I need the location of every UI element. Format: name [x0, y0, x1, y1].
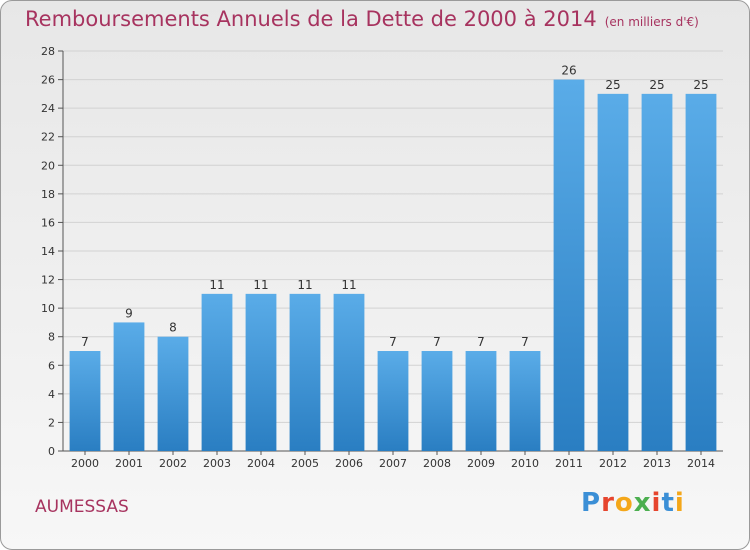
x-tick-label: 2003 — [203, 457, 231, 470]
x-tick-label: 2006 — [335, 457, 363, 470]
y-tick-label: 28 — [41, 45, 55, 58]
logo-letter: x — [633, 488, 652, 518]
bar — [69, 351, 101, 451]
y-tick-label: 8 — [48, 331, 55, 344]
data-label: 26 — [561, 64, 576, 78]
logo-letter: t — [661, 488, 675, 518]
y-tick-label: 16 — [41, 216, 55, 229]
y-tick-label: 12 — [41, 274, 55, 287]
logo-letter: o — [614, 488, 634, 518]
bar — [157, 336, 189, 451]
logo-letter: i — [674, 488, 685, 518]
data-label: 25 — [693, 78, 708, 92]
y-tick-label: 10 — [41, 302, 55, 315]
x-tick-label: 2010 — [511, 457, 539, 470]
y-tick-label: 24 — [41, 102, 55, 115]
data-label: 7 — [433, 335, 441, 349]
chart-subtitle: (en milliers d'€) — [604, 15, 699, 29]
y-tick-label: 6 — [48, 359, 55, 372]
y-tick-label: 26 — [41, 74, 55, 87]
location-name: AUMESSAS — [35, 497, 129, 517]
y-tick-label: 2 — [48, 416, 55, 429]
y-tick-label: 22 — [41, 131, 55, 144]
data-label: 11 — [253, 278, 268, 292]
logo-letter: r — [601, 488, 615, 518]
bar — [333, 293, 365, 451]
x-tick-label: 2012 — [599, 457, 627, 470]
bar — [597, 93, 629, 451]
y-tick-label: 4 — [48, 388, 55, 401]
x-tick-label: 2009 — [467, 457, 495, 470]
bar — [685, 93, 717, 451]
bar — [201, 293, 233, 451]
proxiti-logo: Proxiti — [581, 488, 685, 518]
x-tick-label: 2013 — [643, 457, 671, 470]
bar — [289, 293, 321, 451]
logo-letter: P — [581, 488, 602, 518]
data-label: 7 — [477, 335, 485, 349]
data-label: 7 — [81, 335, 89, 349]
y-tick-label: 18 — [41, 188, 55, 201]
logo-letter: i — [651, 488, 662, 518]
x-tick-label: 2011 — [555, 457, 583, 470]
y-tick-label: 14 — [41, 245, 55, 258]
data-label: 25 — [605, 78, 620, 92]
chart-title-text: Remboursements Annuels de la Dette de 20… — [25, 7, 597, 31]
bar — [377, 351, 409, 451]
data-label: 25 — [649, 78, 664, 92]
bar — [509, 351, 541, 451]
bar — [245, 293, 277, 451]
x-tick-label: 2004 — [247, 457, 275, 470]
y-tick-label: 20 — [41, 159, 55, 172]
bar — [113, 322, 145, 451]
data-label: 9 — [125, 306, 133, 320]
x-tick-label: 2008 — [423, 457, 451, 470]
x-tick-label: 2007 — [379, 457, 407, 470]
x-tick-label: 2000 — [71, 457, 99, 470]
bar — [553, 79, 585, 452]
x-tick-label: 2005 — [291, 457, 319, 470]
bar — [641, 93, 673, 451]
data-label: 7 — [521, 335, 529, 349]
data-label: 11 — [341, 278, 356, 292]
data-label: 7 — [389, 335, 397, 349]
y-tick-label: 0 — [48, 445, 55, 458]
chart-title: Remboursements Annuels de la Dette de 20… — [25, 7, 699, 31]
x-tick-label: 2001 — [115, 457, 143, 470]
data-label: 11 — [209, 278, 224, 292]
x-tick-label: 2002 — [159, 457, 187, 470]
data-label: 8 — [169, 321, 177, 335]
data-label: 11 — [297, 278, 312, 292]
bar — [421, 351, 453, 451]
bar — [465, 351, 497, 451]
x-tick-label: 2014 — [687, 457, 715, 470]
